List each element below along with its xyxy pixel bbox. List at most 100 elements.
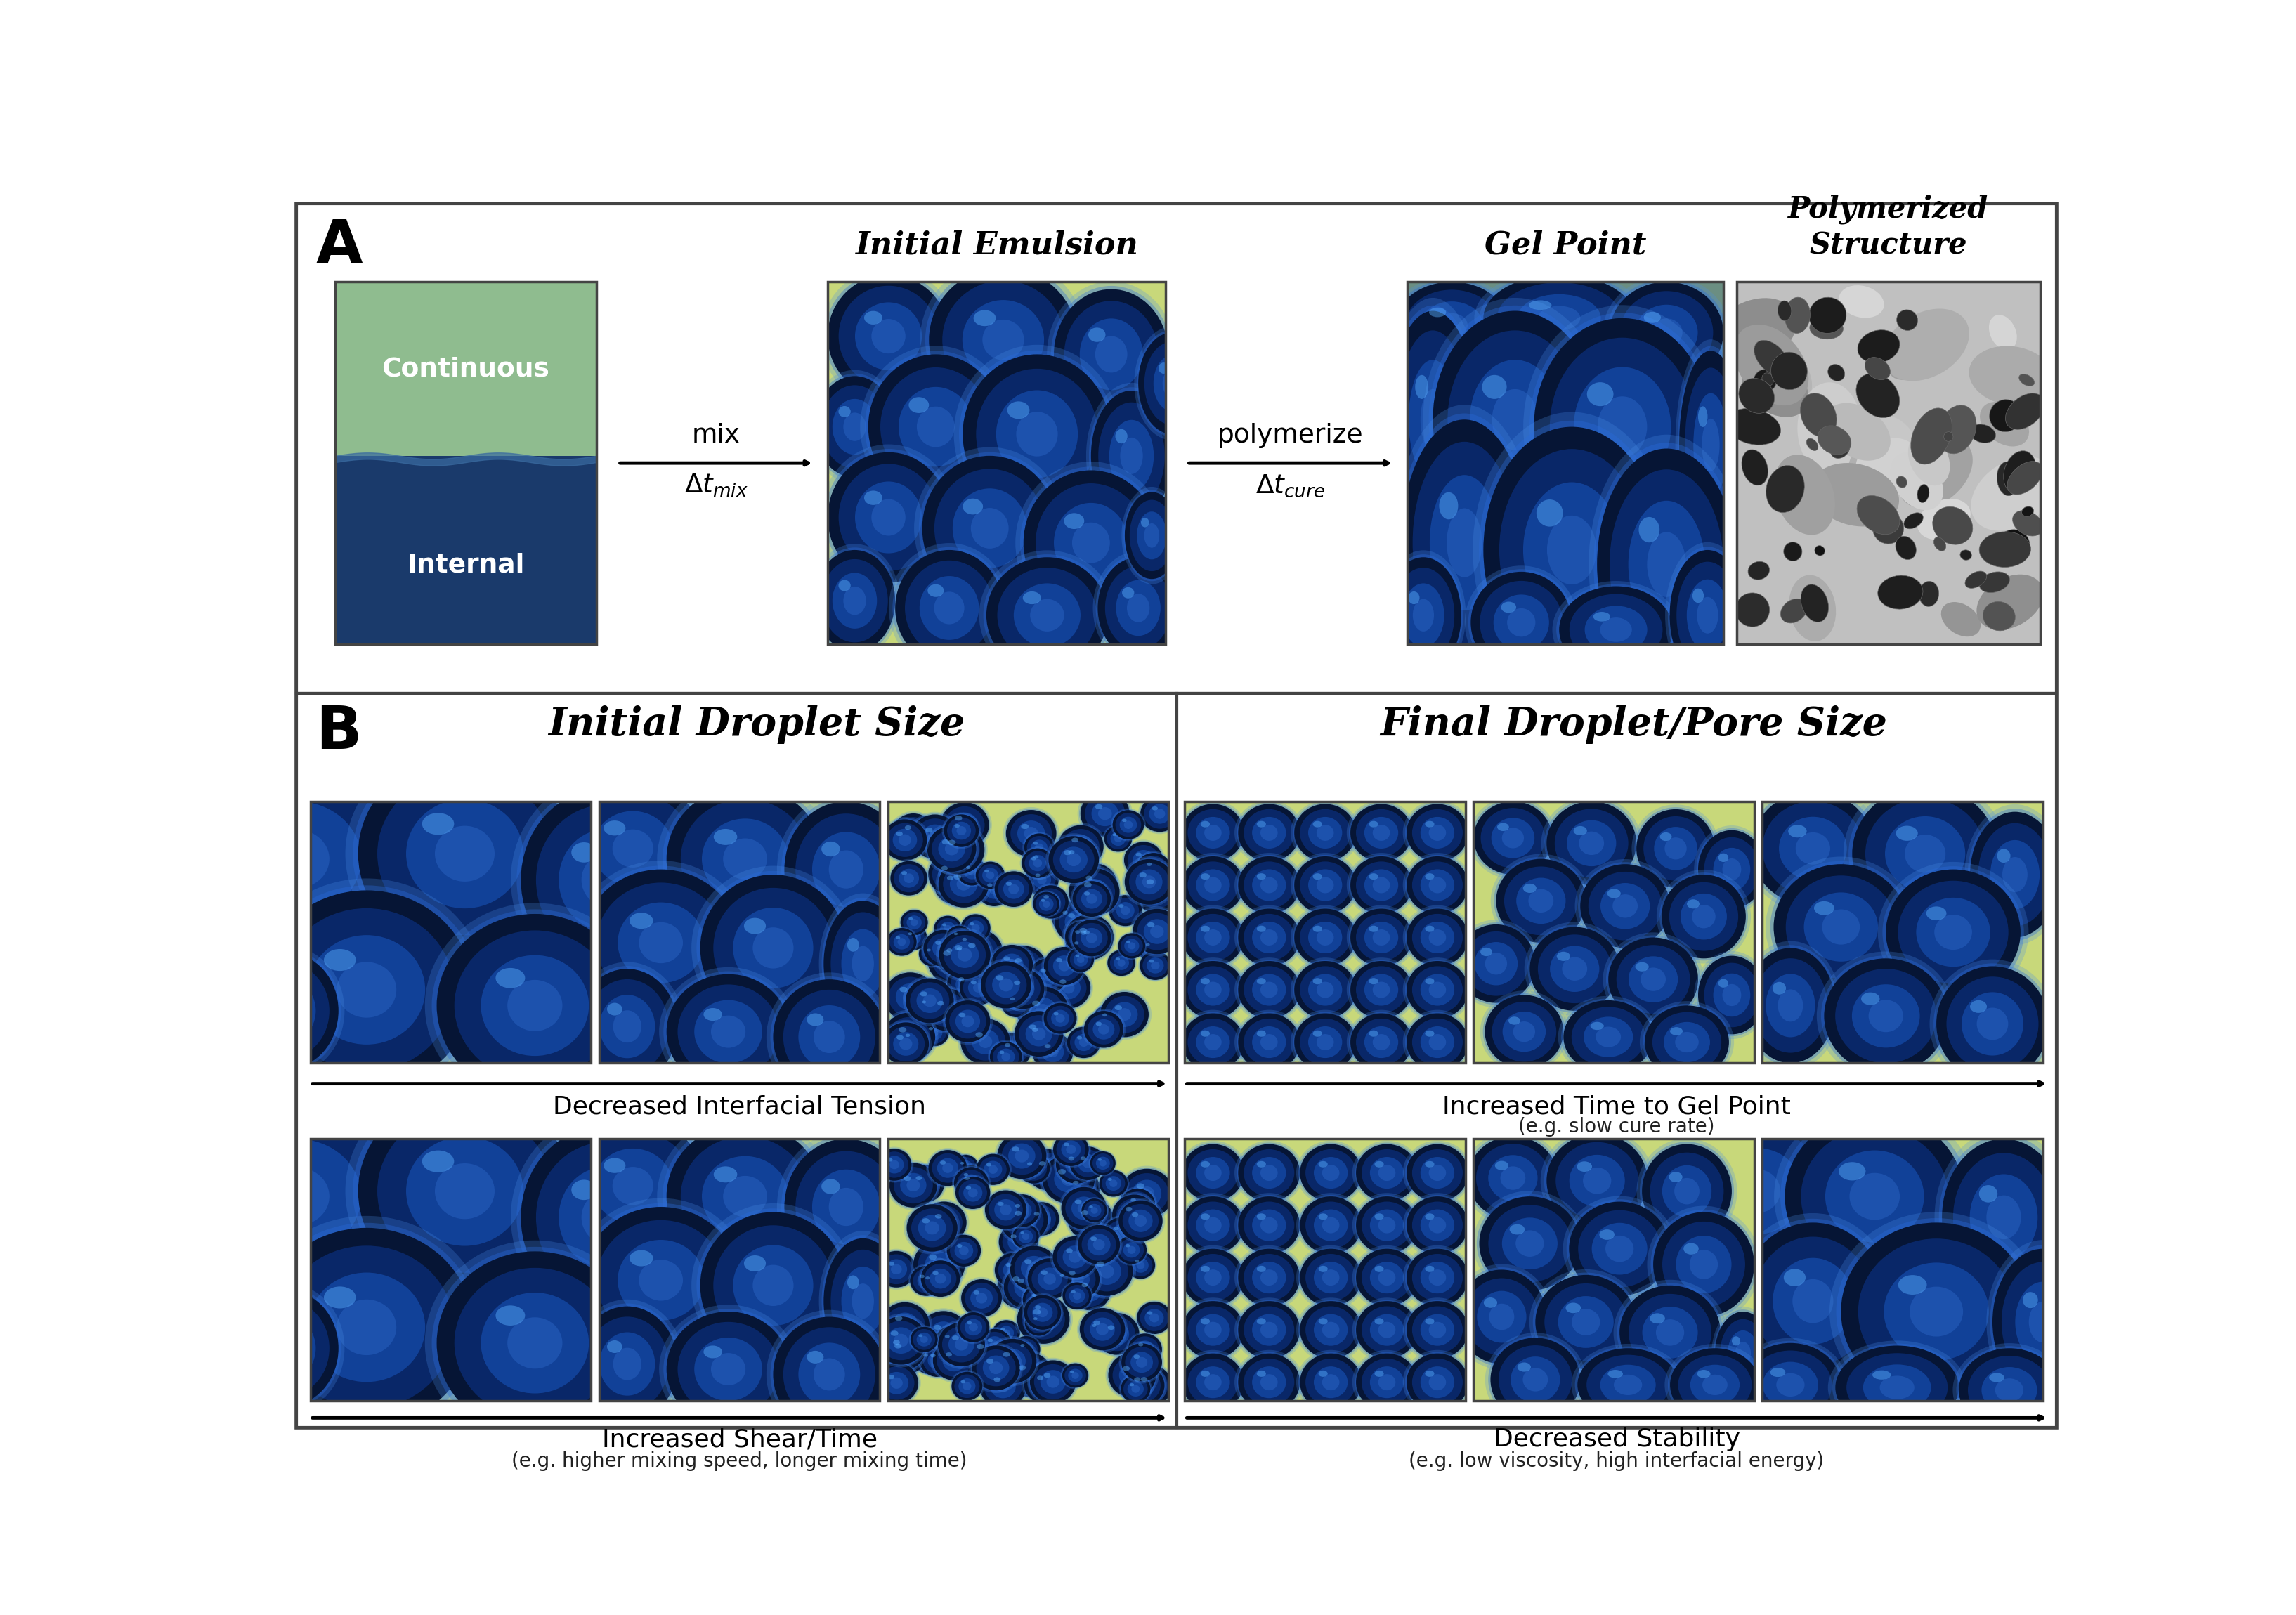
Ellipse shape xyxy=(893,864,923,893)
Ellipse shape xyxy=(1412,1150,1463,1197)
Ellipse shape xyxy=(1619,1286,1720,1379)
Ellipse shape xyxy=(1063,911,1068,914)
Ellipse shape xyxy=(1375,1318,1384,1324)
Ellipse shape xyxy=(1182,1248,1244,1307)
Ellipse shape xyxy=(1754,958,1828,1053)
Ellipse shape xyxy=(1120,1169,1173,1218)
Ellipse shape xyxy=(953,1336,960,1340)
Ellipse shape xyxy=(1150,882,1164,895)
Ellipse shape xyxy=(955,945,962,950)
Ellipse shape xyxy=(1072,1290,1075,1294)
Ellipse shape xyxy=(1316,825,1334,841)
Ellipse shape xyxy=(1368,874,1378,880)
Ellipse shape xyxy=(879,1366,914,1400)
Ellipse shape xyxy=(1042,971,1054,980)
Ellipse shape xyxy=(1469,796,1557,879)
Ellipse shape xyxy=(1238,1353,1300,1412)
Ellipse shape xyxy=(1779,817,1846,880)
Ellipse shape xyxy=(1407,856,1467,914)
Ellipse shape xyxy=(572,1300,684,1428)
Ellipse shape xyxy=(1125,841,1164,879)
Ellipse shape xyxy=(246,1302,328,1395)
Ellipse shape xyxy=(1178,1297,1247,1361)
Ellipse shape xyxy=(2016,1282,2071,1363)
Ellipse shape xyxy=(1182,1353,1244,1412)
Ellipse shape xyxy=(918,1214,946,1240)
Ellipse shape xyxy=(1061,1282,1093,1310)
Ellipse shape xyxy=(955,933,962,940)
Ellipse shape xyxy=(1773,982,1786,995)
Ellipse shape xyxy=(1010,1223,1040,1250)
Ellipse shape xyxy=(1235,1009,1304,1074)
Ellipse shape xyxy=(1998,462,2018,496)
Ellipse shape xyxy=(1290,1009,1359,1074)
Ellipse shape xyxy=(987,883,992,887)
Ellipse shape xyxy=(941,1163,953,1172)
Ellipse shape xyxy=(1008,402,1029,418)
Ellipse shape xyxy=(1777,360,1812,410)
Ellipse shape xyxy=(1515,1231,1543,1256)
Ellipse shape xyxy=(1139,856,1169,882)
Ellipse shape xyxy=(990,1339,1035,1384)
Ellipse shape xyxy=(1435,313,1467,338)
Ellipse shape xyxy=(1065,946,1095,974)
Ellipse shape xyxy=(1635,808,1717,890)
Ellipse shape xyxy=(1127,1245,1137,1253)
Ellipse shape xyxy=(551,1110,714,1263)
Ellipse shape xyxy=(606,1003,622,1016)
Ellipse shape xyxy=(1504,867,1577,935)
Ellipse shape xyxy=(944,964,987,1005)
Ellipse shape xyxy=(1362,1150,1412,1197)
Ellipse shape xyxy=(1123,841,1164,879)
Ellipse shape xyxy=(599,1332,654,1395)
Ellipse shape xyxy=(1178,1140,1247,1205)
Bar xyxy=(335,455,597,644)
Ellipse shape xyxy=(1743,945,1837,1066)
Ellipse shape xyxy=(1107,950,1134,975)
Ellipse shape xyxy=(1061,911,1116,963)
Ellipse shape xyxy=(1403,1350,1472,1415)
Ellipse shape xyxy=(1035,874,1040,877)
Ellipse shape xyxy=(1077,943,1084,951)
Ellipse shape xyxy=(1095,336,1127,373)
Ellipse shape xyxy=(1910,1287,1963,1337)
Ellipse shape xyxy=(1143,919,1171,945)
Ellipse shape xyxy=(868,354,1003,499)
Ellipse shape xyxy=(1024,833,1054,862)
Ellipse shape xyxy=(1040,1378,1052,1389)
Ellipse shape xyxy=(1736,593,1770,627)
Ellipse shape xyxy=(1660,872,1747,961)
Ellipse shape xyxy=(1933,538,1947,551)
Bar xyxy=(296,693,2057,1428)
Ellipse shape xyxy=(1029,1307,1058,1332)
Ellipse shape xyxy=(406,799,523,908)
Ellipse shape xyxy=(951,927,1006,979)
Ellipse shape xyxy=(1086,875,1093,880)
Ellipse shape xyxy=(1651,1153,1724,1229)
Ellipse shape xyxy=(1378,1374,1396,1391)
Ellipse shape xyxy=(1024,827,1038,840)
Ellipse shape xyxy=(1362,1358,1412,1405)
Ellipse shape xyxy=(967,867,976,875)
Ellipse shape xyxy=(1205,1269,1221,1286)
Ellipse shape xyxy=(1238,1143,1302,1203)
Ellipse shape xyxy=(1426,1213,1435,1219)
Ellipse shape xyxy=(1357,914,1407,961)
Ellipse shape xyxy=(1047,1376,1058,1387)
Ellipse shape xyxy=(1132,1213,1139,1216)
Ellipse shape xyxy=(1642,1143,1731,1239)
Bar xyxy=(335,283,597,644)
Ellipse shape xyxy=(985,1189,1029,1231)
Ellipse shape xyxy=(951,1237,978,1263)
Ellipse shape xyxy=(1534,1273,1639,1371)
Ellipse shape xyxy=(1238,1352,1302,1413)
Ellipse shape xyxy=(960,914,990,942)
Ellipse shape xyxy=(1077,1035,1081,1040)
Ellipse shape xyxy=(1095,1261,1104,1266)
Ellipse shape xyxy=(934,468,1045,588)
Ellipse shape xyxy=(840,929,884,998)
Ellipse shape xyxy=(1818,426,1851,454)
Ellipse shape xyxy=(1412,1019,1463,1066)
Ellipse shape xyxy=(255,885,478,1095)
Ellipse shape xyxy=(1033,1001,1040,1006)
